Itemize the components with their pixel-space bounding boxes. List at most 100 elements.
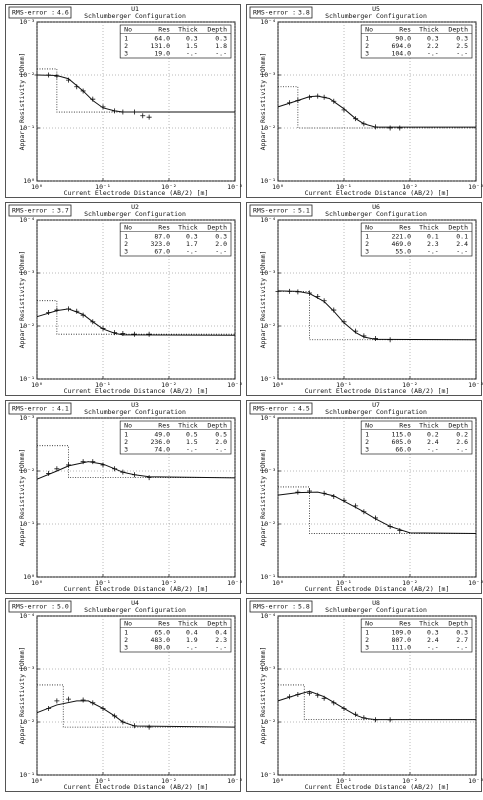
table-header: Res [158, 26, 170, 34]
x-tick-label: 10⁻² [402, 183, 418, 191]
measured-point [306, 94, 312, 100]
table-header: No [124, 224, 132, 232]
measured-point [65, 306, 71, 312]
table-cell: 67.0 [154, 248, 170, 256]
y-tick-label: 10⁻³ [19, 414, 35, 422]
table-cell: 0.4 [186, 629, 198, 637]
measured-point [46, 705, 52, 711]
measured-point [295, 98, 301, 104]
x-tick-label: 10⁻¹ [95, 381, 111, 389]
x-axis-label: Current Electrode Distance (AB/2) [m] [305, 387, 450, 395]
table-cell: 2 [365, 636, 369, 644]
measured-point [295, 692, 301, 698]
measured-point [112, 713, 118, 719]
table-cell: -.- [456, 644, 468, 652]
table-cell: 3 [124, 50, 128, 58]
rms-label: RMS-error : [253, 207, 296, 215]
y-tick-label: 10⁰ [23, 177, 35, 185]
y-axis-label: Appar. Resistivity [Ohmm] [259, 647, 267, 745]
table-cell: 64.0 [154, 35, 170, 43]
x-axis-label: Current Electrode Distance (AB/2) [m] [64, 783, 209, 791]
table-cell: 605.0 [391, 438, 411, 446]
x-tick-label: 10⁻³ [468, 381, 483, 389]
y-tick-label: 10⁻¹ [260, 177, 276, 185]
rms-label: RMS-error : [12, 405, 55, 413]
panel-subtitle: Schlumberger Configuration [325, 606, 427, 614]
y-tick-label: 10⁻¹ [19, 375, 35, 383]
measured-point [120, 719, 126, 725]
table-cell: 3 [124, 446, 128, 454]
table-cell: 66.0 [395, 446, 411, 454]
panel-frame [246, 4, 482, 198]
measured-point [331, 494, 337, 500]
layer-table [119, 222, 232, 257]
table-header: Depth [448, 224, 468, 232]
table-cell: 323.0 [150, 240, 170, 248]
measured-point [54, 698, 60, 704]
x-tick-label: 10⁰ [31, 579, 43, 587]
measured-point [275, 288, 281, 294]
measured-point [315, 93, 321, 99]
y-axis-label: Appar. Resistivity [Ohmm] [18, 449, 26, 547]
table-cell: 236.0 [150, 438, 170, 446]
table-cell: -.- [215, 446, 227, 454]
measured-point [372, 515, 378, 521]
table-cell: 2 [365, 438, 369, 446]
panel-subtitle: Schlumberger Configuration [84, 12, 186, 20]
measured-point [372, 124, 378, 130]
y-tick-label: 10⁻¹ [260, 771, 276, 779]
table-cell: 0.3 [456, 629, 468, 637]
table-cell: -.- [186, 50, 198, 58]
table-cell: 2 [124, 42, 128, 50]
table-cell: -.- [427, 446, 439, 454]
panel-title: U2 [131, 203, 139, 211]
table-cell: -.- [427, 644, 439, 652]
measured-point [287, 288, 293, 294]
measured-point [361, 715, 367, 721]
table-cell: 0.1 [427, 233, 439, 241]
table-header: Thick [419, 620, 439, 628]
table-header: No [124, 422, 132, 430]
measured-point [341, 107, 347, 113]
table-cell: 0.4 [215, 629, 227, 637]
table-header: Depth [207, 620, 227, 628]
measured-point [387, 717, 393, 723]
rms-label: RMS-error : [253, 9, 296, 17]
table-cell: 49.0 [154, 431, 170, 439]
x-tick-label: 10⁰ [272, 381, 284, 389]
table-cell: 19.0 [154, 50, 170, 58]
table-cell: 1 [365, 431, 369, 439]
y-tick-label: 10⁻³ [260, 269, 276, 277]
y-tick-label: 10⁻¹ [260, 375, 276, 383]
x-tick-label: 10⁻² [161, 579, 177, 587]
y-tick-label: 10⁻³ [260, 467, 276, 475]
table-header: Depth [207, 422, 227, 430]
panel-subtitle: Schlumberger Configuration [325, 408, 427, 416]
table-cell: 104.0 [391, 50, 411, 58]
measured-point [100, 705, 106, 711]
table-header: No [365, 26, 373, 34]
y-axis-label: Appar. Resistivity [Ohmm] [259, 251, 267, 349]
table-cell: 0.1 [456, 233, 468, 241]
table-cell: 0.3 [427, 35, 439, 43]
table-cell: 2.7 [456, 636, 468, 644]
table-cell: 1.7 [186, 240, 198, 248]
rms-box [249, 600, 313, 613]
table-header: Thick [419, 26, 439, 34]
x-axis-label: Current Electrode Distance (AB/2) [m] [305, 585, 450, 593]
rms-label: RMS-error : [12, 603, 55, 611]
table-cell: -.- [186, 644, 198, 652]
table-cell: 111.0 [391, 644, 411, 652]
rms-value: 4.5 [298, 405, 310, 413]
measured-point [397, 528, 403, 534]
measured-point [46, 470, 52, 476]
panel-frame [5, 598, 241, 792]
table-header: No [365, 620, 373, 628]
table-cell: -.- [427, 248, 439, 256]
table-header: Thick [178, 26, 198, 34]
rms-label: RMS-error : [12, 9, 55, 17]
measured-point [100, 104, 106, 110]
